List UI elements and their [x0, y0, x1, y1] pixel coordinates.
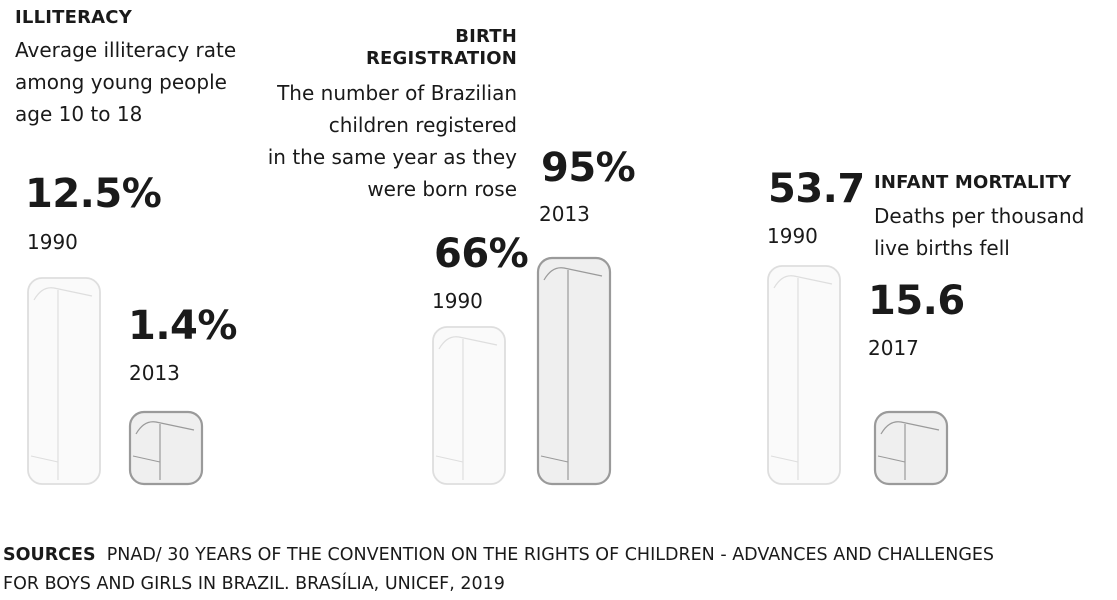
sources-label: SOURCES [3, 545, 96, 565]
birth-registration-description-line: children registered [328, 113, 517, 137]
illiteracy-description-line: among young people [15, 70, 227, 94]
illiteracy-heading: ILLITERACY [15, 7, 132, 28]
illiteracy-bar-1990 [27, 277, 101, 485]
birth-registration-heading-line: REGISTRATION [365, 48, 517, 69]
illiteracy-description-line: age 10 to 18 [15, 102, 143, 126]
illiteracy-value-label-2013: 1.4% [128, 303, 237, 349]
infant-mortality-description-line: Deaths per thousand [874, 204, 1085, 228]
bar-chart-graphic [27, 256, 949, 486]
infant-mortality-bar-2017 [873, 410, 949, 486]
birth-registration-value-label-2013: 95% [541, 145, 636, 191]
infant-mortality-bar-1990 [767, 265, 841, 485]
illiteracy-year-label-1990: 1990 [27, 230, 78, 254]
birth-registration-year-label-2013: 2013 [539, 202, 590, 226]
infant-mortality-description: Deaths per thousand live births fell [874, 200, 1084, 264]
illiteracy-bar-2013 [128, 410, 204, 486]
infant-mortality-heading: INFANT MORTALITY [874, 172, 1072, 193]
birth-registration-description-line: in the same year as they [267, 145, 517, 169]
illiteracy-description: Average illiteracy rate among young peop… [15, 34, 236, 130]
infant-mortality-value-label-1990: 53.7 [768, 166, 865, 212]
birth-registration-heading-line: BIRTH [455, 26, 517, 47]
illiteracy-year-label-2013: 2013 [129, 361, 180, 385]
infant-mortality-year-label-2017: 2017 [868, 336, 919, 360]
birth-registration-bar-2013 [536, 256, 612, 486]
illiteracy-value-label-1990: 12.5% [25, 171, 162, 217]
birth-registration-year-label-1990: 1990 [432, 289, 483, 313]
birth-registration-value-label-1990: 66% [434, 231, 529, 277]
sources-text-line-2: FOR BOYS AND GIRLS IN BRAZIL. BRASÍLIA, … [3, 574, 505, 594]
birth-registration-description-line: The number of Brazilian [277, 81, 517, 105]
sources-note: SOURCES PNAD/ 30 YEARS OF THE CONVENTION… [3, 541, 994, 599]
sources-text-line-1: PNAD/ 30 YEARS OF THE CONVENTION ON THE … [106, 545, 995, 565]
illiteracy-description-line: Average illiteracy rate [15, 38, 237, 62]
birth-registration-heading: BIRTH REGISTRATION [300, 26, 517, 70]
birth-registration-bar-1990 [432, 326, 506, 485]
infant-mortality-value-label-2017: 15.6 [868, 278, 965, 324]
birth-registration-description-line: were born rose [367, 177, 517, 201]
sources-line-1: SOURCES PNAD/ 30 YEARS OF THE CONVENTION… [3, 541, 994, 570]
infant-mortality-year-label-1990: 1990 [767, 224, 818, 248]
birth-registration-description: The number of Brazilian children registe… [240, 77, 517, 205]
infant-mortality-description-line: live births fell [874, 236, 1010, 260]
